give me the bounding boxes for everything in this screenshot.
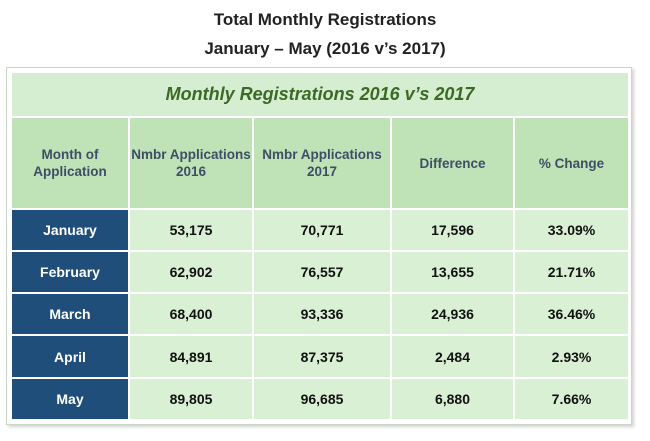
month-cell: February [10, 249, 130, 295]
apps-2017-cell: 96,685 [252, 376, 392, 422]
apps-2017-cell: 93,336 [252, 292, 392, 337]
difference-cell: 24,936 [390, 292, 515, 337]
header-row: Month of Application Nmbr Applications 2… [10, 116, 631, 210]
table-row: April 84,891 87,375 2,484 2.93% [10, 334, 631, 379]
difference-cell: 13,655 [390, 249, 515, 295]
pct-change-cell: 7.66% [512, 376, 631, 422]
table-row: March 68,400 93,336 24,936 36.46% [10, 292, 631, 337]
apps-2016-cell: 53,175 [128, 207, 254, 253]
month-cell: March [10, 292, 130, 337]
apps-2016-cell: 62,902 [128, 249, 254, 295]
apps-2016-cell: 68,400 [128, 292, 254, 337]
column-header-apps-2017: Nmbr Applications 2017 [252, 116, 392, 210]
table-caption: Monthly Registrations 2016 v’s 2017 [9, 70, 631, 119]
pct-change-cell: 33.09% [512, 207, 631, 253]
table-row: February 62,902 76,557 13,655 21.71% [10, 249, 631, 295]
apps-2017-cell: 70,771 [252, 207, 392, 253]
pct-change-cell: 36.46% [512, 292, 631, 337]
column-header-pct-change: % Change [512, 116, 631, 210]
difference-cell: 17,596 [390, 207, 515, 253]
difference-cell: 6,880 [390, 376, 515, 422]
difference-cell: 2,484 [390, 334, 515, 379]
pct-change-cell: 2.93% [512, 334, 631, 379]
table-row: May 89,805 96,685 6,880 7.66% [10, 376, 631, 422]
pct-change-cell: 21.71% [512, 249, 631, 295]
column-header-difference: Difference [390, 116, 515, 210]
table-row: January 53,175 70,771 17,596 33.09% [10, 207, 631, 253]
apps-2017-cell: 76,557 [252, 249, 392, 295]
table-frame: Monthly Registrations 2016 v’s 2017 Mont… [6, 67, 632, 425]
apps-2016-cell: 84,891 [128, 334, 254, 379]
column-header-month: Month of Application [10, 116, 130, 210]
month-cell: April [10, 334, 130, 379]
chart-subtitle: January – May (2016 v’s 2017) [204, 39, 446, 58]
registrations-table: Monthly Registrations 2016 v’s 2017 Mont… [9, 70, 631, 422]
month-cell: May [10, 376, 130, 422]
apps-2017-cell: 87,375 [252, 334, 392, 379]
apps-2016-cell: 89,805 [128, 376, 254, 422]
month-cell: January [10, 207, 130, 253]
chart-title: Total Monthly Registrations [213, 10, 437, 29]
column-header-apps-2016: Nmbr Applications 2016 [128, 116, 254, 210]
